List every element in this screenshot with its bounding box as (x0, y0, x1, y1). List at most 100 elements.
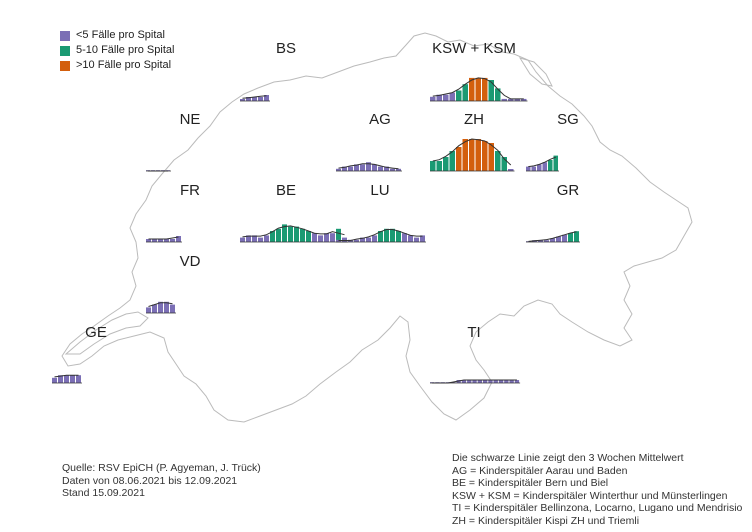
bar-be (282, 224, 287, 242)
bar-lu (360, 237, 365, 242)
bar-gr (574, 231, 579, 242)
legend-swatch-high (60, 60, 70, 71)
bar-zh (430, 161, 436, 171)
bar-sg (526, 166, 531, 171)
legend-item-high: >10 Fälle pro Spital (60, 58, 174, 73)
bar-bs (264, 95, 269, 101)
trend-line-gr (528, 231, 577, 242)
bar-ksw-ksm (514, 98, 520, 101)
bar-lu (384, 228, 389, 242)
bar-ag (372, 164, 377, 171)
charts-layer: BS KSW + KSM NE AG ZH SG FR BE LU GR VD GE TI (52, 40, 580, 384)
region-label-ksw-ksm: KSW + KSM (432, 40, 516, 57)
bar-ag (366, 162, 371, 171)
bar-ti (514, 380, 520, 383)
bar-ksw-ksm (482, 77, 488, 101)
bar-bs (246, 97, 251, 101)
bar-lu (420, 235, 425, 242)
bar-ge (76, 375, 81, 383)
bar-fr (158, 239, 163, 242)
date-range-line: Daten von 08.06.2021 bis 12.09.2021 (62, 474, 238, 487)
bar-ksw-ksm (475, 77, 481, 101)
bar-be (306, 231, 311, 242)
bar-zh (462, 139, 468, 171)
trend-line-fr (148, 236, 179, 240)
bar-be (324, 233, 329, 242)
bar-lu (354, 239, 359, 242)
bar-fr (152, 239, 157, 242)
trend-line-vd (148, 302, 173, 307)
bar-sg (542, 162, 547, 171)
bar-lu (366, 237, 371, 242)
bar-ti (483, 380, 488, 383)
lake-geneva (64, 311, 149, 355)
bar-ti (467, 380, 472, 383)
region-label-be: BE (276, 182, 296, 199)
bar-ti (488, 380, 493, 383)
bar-lu (390, 228, 395, 242)
bar-be (246, 235, 251, 242)
bar-ksw-ksm (443, 94, 449, 101)
bar-be (288, 226, 293, 242)
legend: <5 Fälle pro Spital 5-10 Fälle pro Spita… (60, 28, 174, 73)
bar-be (252, 235, 257, 242)
legend-label-high: >10 Fälle pro Spital (76, 59, 172, 71)
note-ti: TI = Kinderspitäler Bellinzona, Locarno,… (452, 502, 743, 514)
bar-ag (396, 168, 401, 171)
bar-zh (488, 143, 494, 171)
bar-ge (58, 375, 63, 383)
bar-ksw-ksm (501, 98, 507, 101)
bar-ge (70, 375, 75, 383)
legend-item-low: <5 Fälle pro Spital (60, 28, 174, 43)
bar-ti (477, 380, 482, 383)
bar-be (330, 233, 335, 242)
legend-swatch-low (60, 30, 70, 41)
trend-line-be (242, 225, 345, 238)
bar-fr (170, 239, 175, 242)
trend-line-bs (242, 95, 267, 99)
bar-sg (553, 155, 558, 171)
bar-lu (402, 233, 407, 242)
bar-ksw-ksm (495, 88, 501, 101)
bar-fr (176, 236, 181, 242)
bar-ag (354, 164, 359, 171)
bar-be (294, 226, 299, 242)
region-label-ag: AG (369, 111, 391, 128)
bar-be (264, 235, 269, 242)
bar-vd (170, 304, 175, 313)
lake-constance (518, 57, 553, 87)
trend-line-ag (338, 163, 399, 170)
bar-lu (408, 235, 413, 242)
bar-be (240, 237, 245, 242)
bar-zh (508, 169, 514, 171)
bar-zh (469, 139, 475, 171)
trend-line-lu (338, 229, 423, 241)
notes: Die schwarze Linie zeigt den 3 Wochen Mi… (452, 452, 742, 527)
bar-ksw-ksm (462, 84, 468, 101)
bar-gr (550, 238, 555, 242)
region-label-lu: LU (370, 182, 389, 199)
bar-ksw-ksm (430, 96, 436, 101)
bar-zh (495, 151, 501, 171)
bar-lu (372, 235, 377, 242)
bar-vd (146, 307, 151, 313)
bar-ti (461, 380, 467, 383)
bar-ksw-ksm (508, 98, 514, 101)
bar-lu (378, 231, 383, 242)
region-label-ne: NE (180, 111, 201, 128)
bar-ti (493, 380, 498, 383)
bar-ag (360, 164, 365, 171)
bar-ag (378, 166, 383, 171)
trend-line-zh (432, 138, 512, 166)
region-label-vd: VD (180, 253, 201, 270)
bar-sg (537, 164, 542, 171)
region-label-fr: FR (180, 182, 200, 199)
note-ag: AG = Kinderspitäler Aarau und Baden (452, 464, 628, 477)
bar-zh (449, 151, 455, 171)
note-ksw-ksm: KSW + KSM = Kinderspitäler Winterthur un… (452, 489, 728, 502)
bar-zh (501, 157, 507, 171)
source-line: Quelle: RSV EpiCH (P. Agyeman, J. Trück) (62, 462, 261, 474)
bar-ksw-ksm (436, 94, 442, 101)
bar-be (300, 228, 305, 242)
